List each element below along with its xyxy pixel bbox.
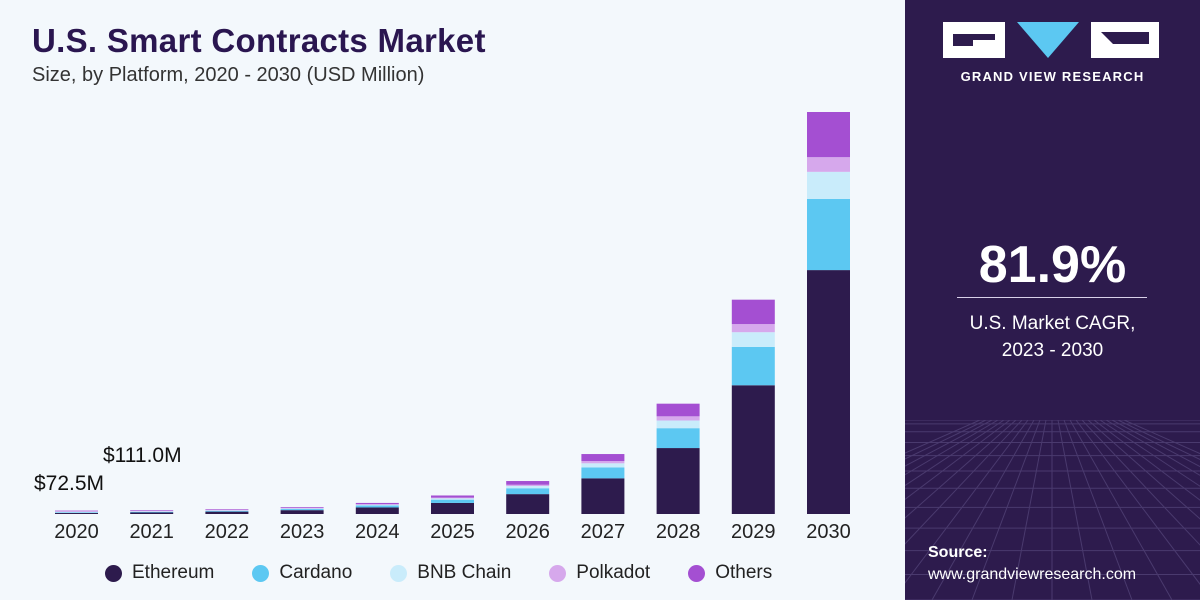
gvr-logo — [943, 22, 1159, 58]
bar-2026-others — [506, 481, 550, 485]
x-tick-label-2027: 2027 — [581, 521, 626, 543]
bar-2029-polkadot — [731, 324, 775, 333]
cagr-label-line2: 2023 - 2030 — [1001, 340, 1104, 361]
bar-2028-cardano — [656, 428, 700, 449]
source-url[interactable]: www.grandviewresearch.com — [928, 566, 1137, 583]
bar-chart: 2020 2021 2022 2023 2024 2025 2026 2027 2028 2029… — [34, 112, 851, 543]
bar-2023-ethereum — [280, 510, 324, 514]
bar-2022-polkadot — [205, 509, 249, 511]
bar-2030-ethereum — [807, 270, 850, 514]
bar-2030-cardano — [807, 198, 850, 271]
bar-2025-cardano — [431, 499, 474, 503]
x-tick-label-2026: 2026 — [505, 521, 550, 543]
bar-2026-polkadot — [506, 484, 550, 486]
x-tick-label-2022: 2022 — [205, 521, 250, 543]
legend-item-ethereum: Ethereum — [105, 562, 214, 584]
bar-2029-bnb-chain — [731, 332, 775, 347]
bar-2022-cardano — [205, 510, 249, 512]
bar-2030-polkadot — [807, 157, 850, 172]
bar-2024-ethereum — [355, 507, 399, 514]
bar-2020-cardano — [55, 512, 98, 514]
bar-2028-ethereum — [656, 448, 700, 514]
legend-item-polkadot: Polkadot — [549, 562, 650, 584]
bar-2024-cardano — [355, 505, 399, 508]
legend-item-bnb-chain: BNB Chain — [390, 562, 511, 584]
legend-item-cardano: Cardano — [252, 562, 352, 584]
bar-2021-others — [130, 510, 174, 511]
bar-2020-polkadot — [55, 511, 98, 512]
bar-2024-bnb-chain — [355, 504, 399, 506]
bar-2029-others — [731, 299, 775, 325]
x-tick-label-2020: 2020 — [54, 521, 99, 543]
bar-2027-bnb-chain — [581, 463, 625, 468]
legend-swatch — [105, 564, 122, 582]
x-tick-label-2029: 2029 — [731, 521, 776, 543]
bar-2021-polkadot — [130, 510, 174, 512]
bar-2023-others — [280, 507, 324, 508]
cagr-value: 81.9% — [978, 236, 1127, 294]
bar-2027-cardano — [581, 467, 625, 479]
bar-2026-bnb-chain — [506, 485, 550, 489]
bar-2029-ethereum — [731, 385, 775, 514]
chart-subtitle: Size, by Platform, 2020 - 2030 (USD Mill… — [32, 64, 425, 86]
bar-2027-ethereum — [581, 478, 625, 514]
bar-2022-others — [205, 509, 249, 510]
bar-2028-bnb-chain — [656, 420, 700, 429]
legend-swatch — [549, 564, 567, 582]
chart-title: U.S. Smart Contracts Market — [32, 22, 486, 59]
bar-2024-others — [355, 502, 399, 505]
x-tick-label-2025: 2025 — [430, 521, 475, 543]
cagr-divider — [957, 297, 1147, 298]
bar-2029-cardano — [731, 346, 775, 386]
bar-2020-bnb-chain — [55, 511, 98, 513]
legend-label: Polkadot — [576, 562, 651, 583]
bar-2023-cardano — [280, 509, 324, 511]
bar-2027-polkadot — [581, 461, 625, 464]
bar-2023-polkadot — [280, 507, 324, 509]
bar-2030-bnb-chain — [807, 171, 850, 199]
bar-2026-cardano — [506, 488, 550, 495]
legend-swatch — [252, 564, 270, 582]
bar-2028-others — [656, 403, 700, 417]
bar-2030-others — [807, 112, 850, 158]
bar-2022-bnb-chain — [205, 510, 249, 511]
legend-item-others: Others — [688, 562, 772, 584]
data-label-2020: $72.5M — [34, 472, 104, 495]
cagr-label: U.S. Market CAGR, 2023 - 2030 — [905, 310, 1200, 364]
legend-swatch — [688, 564, 706, 582]
sidebar-panel: GRAND VIEW RESEARCH 81.9% U.S. Market CA… — [905, 0, 1200, 600]
bar-2027-others — [581, 454, 625, 462]
x-tick-label-2023: 2023 — [280, 521, 325, 543]
bar-2026-ethereum — [506, 494, 550, 514]
bar-2025-bnb-chain — [431, 498, 474, 500]
bar-2028-polkadot — [656, 416, 700, 421]
bar-2021-ethereum — [130, 512, 174, 514]
bar-2025-ethereum — [431, 502, 474, 514]
bar-2022-ethereum — [205, 511, 249, 514]
x-tick-label-2030: 2030 — [806, 521, 851, 543]
source-label: Source: — [928, 544, 988, 561]
decorative-grid — [905, 420, 1200, 600]
bar-2025-polkadot — [431, 497, 474, 499]
data-label-2021: $111.0M — [103, 444, 182, 467]
bar-2020-others — [55, 510, 98, 512]
bar-2025-others — [431, 495, 474, 498]
legend-label: Ethereum — [132, 562, 215, 583]
legend-label: Cardano — [279, 562, 353, 583]
chart-legend: Ethereum Cardano BNB Chain Polkadot Others — [105, 562, 810, 584]
bar-2023-bnb-chain — [280, 508, 324, 510]
x-tick-label-2028: 2028 — [656, 521, 701, 543]
bar-2020-ethereum — [55, 513, 98, 514]
brand-name: GRAND VIEW RESEARCH — [960, 69, 1145, 84]
bar-2021-bnb-chain — [130, 511, 174, 512]
x-tick-label-2021: 2021 — [129, 521, 174, 543]
bar-2024-polkadot — [355, 504, 399, 505]
chart-panel: U.S. Smart Contracts Market Size, by Pla… — [32, 22, 851, 584]
cagr-label-line1: U.S. Market CAGR, — [969, 313, 1136, 334]
legend-label: BNB Chain — [417, 562, 512, 583]
legend-swatch — [390, 564, 408, 582]
legend-label: Others — [715, 562, 773, 583]
x-tick-label-2024: 2024 — [355, 521, 400, 543]
bar-2021-cardano — [130, 511, 174, 513]
